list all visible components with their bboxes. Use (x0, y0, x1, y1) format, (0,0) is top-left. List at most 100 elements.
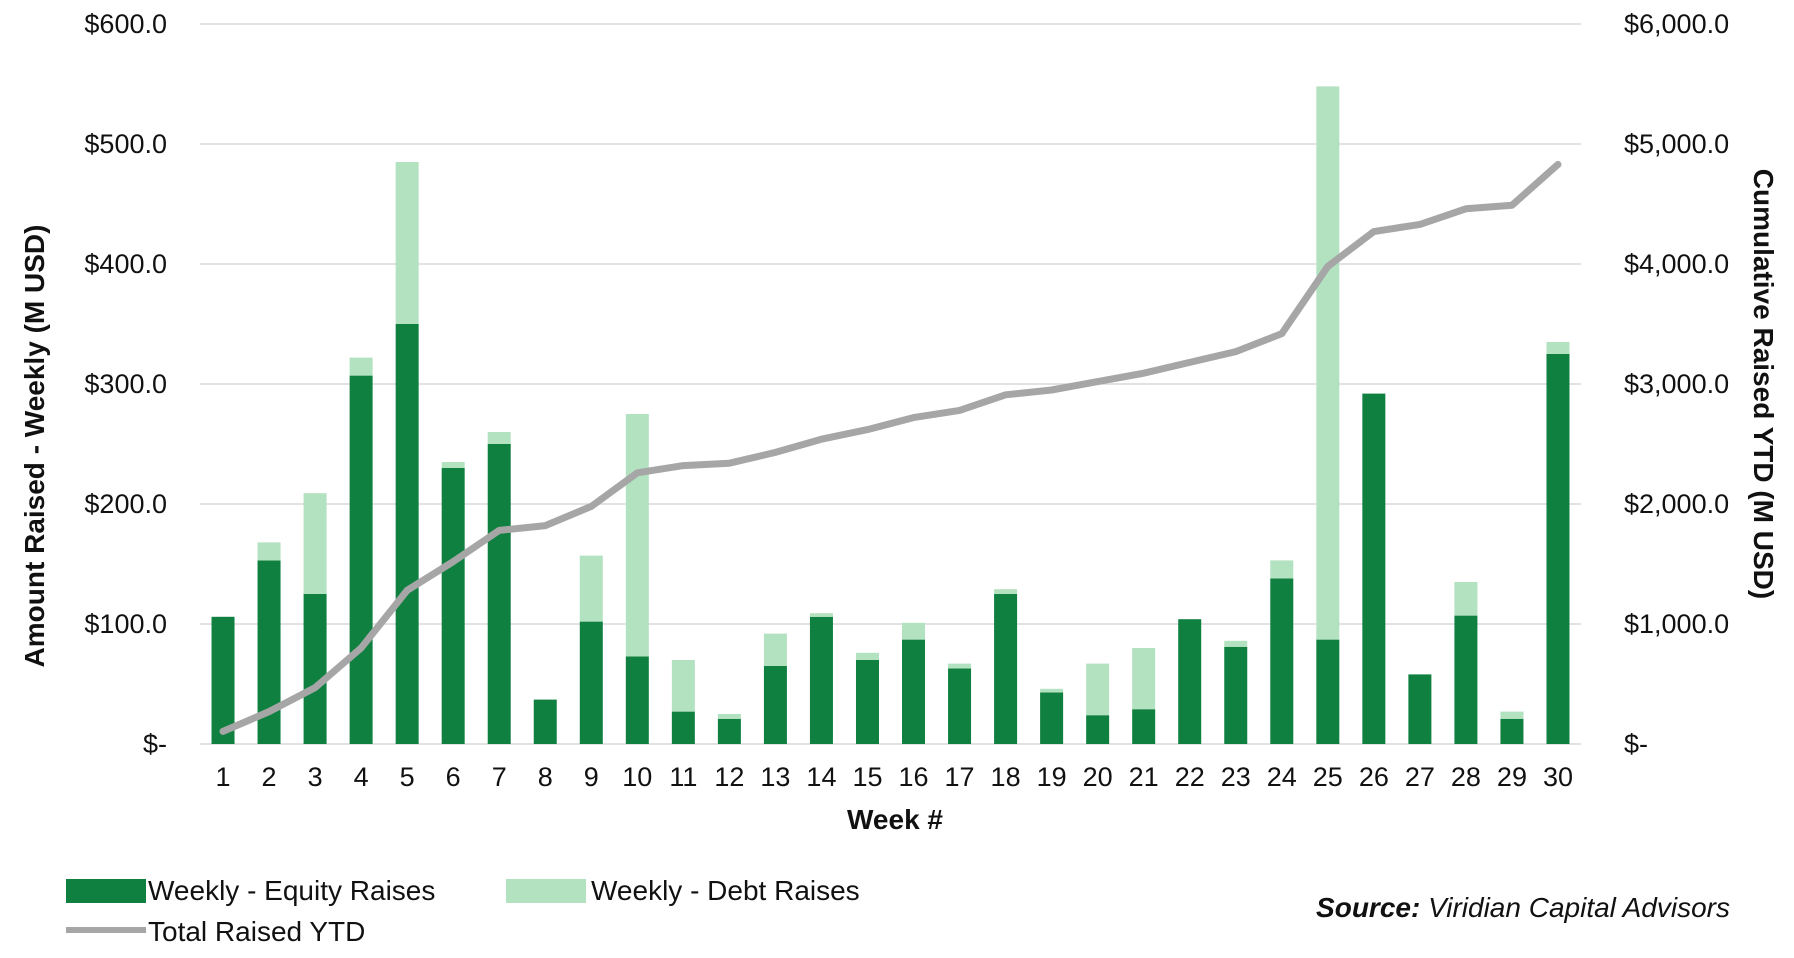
legend-label-debt: Weekly - Debt Raises (591, 875, 860, 906)
bar-debt (487, 432, 511, 444)
bar-debt (1454, 582, 1478, 616)
bar-equity (487, 444, 511, 744)
x-tick: 16 (898, 762, 928, 792)
y-tick-left: $200.0 (84, 489, 167, 519)
y-tick-right: $1,000.0 (1624, 609, 1729, 639)
bar-debt (257, 542, 281, 561)
bar-equity (948, 668, 972, 744)
bar-debt (855, 652, 879, 660)
bar-equity (1132, 709, 1156, 744)
source-note: Source: Viridian Capital Advisors (1316, 892, 1730, 923)
bar-equity (1040, 692, 1064, 744)
y-tick-right: $- (1624, 729, 1648, 759)
bar-debt (349, 357, 373, 376)
bar-equity (441, 468, 465, 744)
bar-debt (1086, 663, 1110, 716)
bar-debt (441, 462, 465, 468)
x-tick: 27 (1405, 762, 1435, 792)
bar-equity (303, 594, 327, 744)
source-label: Source: (1316, 892, 1420, 923)
bar-equity (671, 711, 695, 744)
x-axis-title: Week # (847, 804, 943, 835)
legend-label-ytd: Total Raised YTD (148, 916, 365, 947)
bar-equity (625, 656, 649, 744)
ytd-line-group (219, 160, 1562, 735)
bar-debt (809, 613, 833, 617)
bar-equity (1546, 354, 1570, 744)
bars (211, 86, 1570, 744)
x-tick: 19 (1037, 762, 1067, 792)
y-axis-left-title: Amount Raised - Weekly (M USD) (19, 225, 50, 668)
ytd-line (219, 160, 1562, 735)
x-tick: 25 (1313, 762, 1343, 792)
bar-debt (671, 660, 695, 712)
y-tick-right: $6,000.0 (1624, 9, 1729, 39)
x-tick: 11 (669, 762, 697, 792)
legend-swatch-debt (506, 879, 586, 903)
bar-equity (1454, 615, 1478, 744)
bar-equity (1316, 639, 1340, 744)
x-tick: 21 (1129, 762, 1159, 792)
bar-debt (1546, 342, 1570, 354)
bar-debt (994, 589, 1018, 594)
bar-debt (625, 414, 649, 657)
bar-equity (211, 616, 235, 744)
bar-equity (1500, 718, 1524, 744)
bar-equity (994, 594, 1018, 744)
bar-debt (579, 555, 603, 622)
y-tick-right: $3,000.0 (1624, 369, 1729, 399)
bar-equity (1086, 715, 1110, 744)
x-axis: 1 2 3 4 5 6 7 8 9 10 11 12 13 14 15 16 17 18 19 20 21 22 23 24 2… (216, 762, 1574, 792)
x-tick: 18 (991, 762, 1021, 792)
bar-equity (1362, 393, 1386, 744)
y-tick-left: $600.0 (84, 9, 167, 39)
y-tick-right: $2,000.0 (1624, 489, 1729, 519)
y-tick-right: $4,000.0 (1624, 249, 1729, 279)
x-tick: 6 (446, 762, 461, 792)
bar-debt (1270, 560, 1294, 579)
bar-equity (533, 699, 557, 744)
bar-equity (763, 666, 787, 744)
bar-equity (1270, 578, 1294, 744)
x-tick: 10 (622, 762, 652, 792)
legend-swatch-equity (66, 879, 146, 903)
bar-equity (809, 616, 833, 744)
x-tick: 7 (492, 762, 507, 792)
x-tick: 23 (1221, 762, 1251, 792)
bar-debt (1316, 86, 1340, 640)
bar-debt (1132, 648, 1156, 710)
bar-debt (395, 162, 419, 324)
y-tick-left: $400.0 (84, 249, 167, 279)
x-tick: 13 (760, 762, 790, 792)
bar-equity (1224, 646, 1248, 744)
bar-equity (1408, 674, 1432, 744)
x-tick: 4 (354, 762, 369, 792)
x-tick: 24 (1267, 762, 1297, 792)
bar-equity (349, 375, 373, 744)
bar-debt (1040, 688, 1064, 693)
x-tick: 15 (852, 762, 882, 792)
y-axis-right: $- $1,000.0 $2,000.0 $3,000.0 $4,000.0 $5,000… (1624, 9, 1729, 759)
bar-equity (1178, 619, 1202, 744)
bar-equity (902, 639, 926, 744)
x-tick: 28 (1451, 762, 1481, 792)
x-tick: 29 (1497, 762, 1527, 792)
bar-equity (395, 324, 419, 744)
x-tick: 22 (1175, 762, 1205, 792)
x-tick: 20 (1083, 762, 1113, 792)
bar-debt (1224, 640, 1248, 647)
gridlines (200, 23, 1581, 745)
x-tick: 1 (216, 762, 231, 792)
bar-equity (855, 660, 879, 744)
bar-equity (257, 560, 281, 744)
bar-equity (579, 621, 603, 744)
y-tick-left: $- (143, 729, 167, 759)
legend: Weekly - Equity Raises Weekly - Debt Rai… (66, 875, 860, 947)
source-text: Viridian Capital Advisors (1420, 892, 1730, 923)
x-tick: 9 (584, 762, 599, 792)
bar-debt (717, 714, 741, 719)
x-tick: 30 (1543, 762, 1573, 792)
bar-debt (763, 633, 787, 666)
y-tick-right: $5,000.0 (1624, 129, 1729, 159)
